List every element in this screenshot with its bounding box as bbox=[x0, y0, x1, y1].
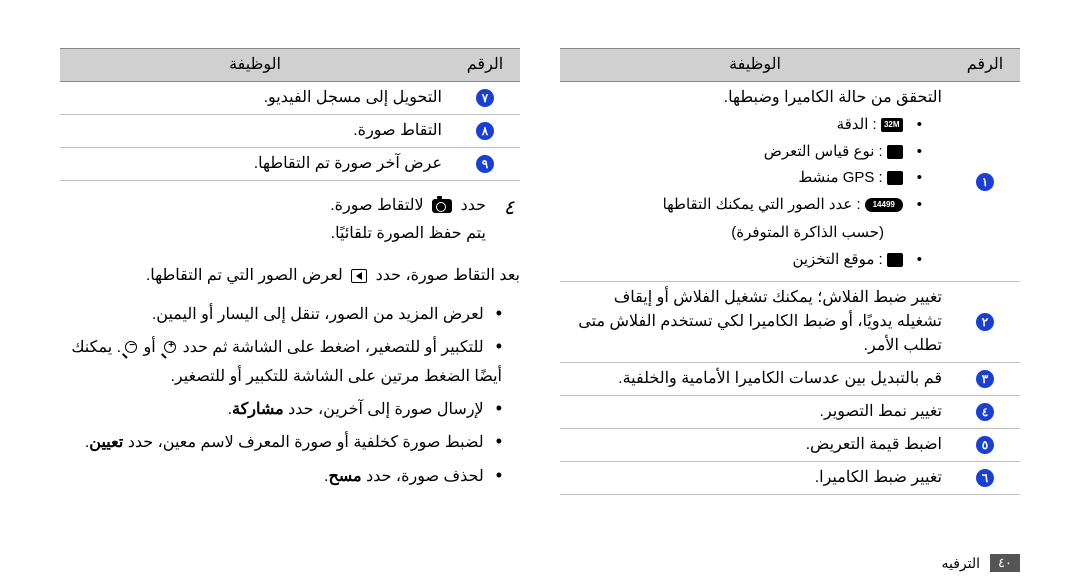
row-number-4: ٤ bbox=[976, 403, 994, 421]
table-row: ٧ التحويل إلى مسجل الفيديو. bbox=[60, 82, 520, 115]
table-row: ٤ تغيير نمط التصوير. bbox=[560, 396, 1020, 429]
section-name: الترفيه bbox=[942, 555, 981, 572]
after-photo-paragraph: بعد التقاط صورة، حدد لعرض الصور التي تم … bbox=[60, 262, 520, 291]
step-line2: يتم حفظ الصورة تلقائيًا. bbox=[60, 220, 520, 248]
zoom-out-icon: − bbox=[123, 341, 137, 355]
right-table: الرقم الوظيفة ١ التحقق من حالة الكاميرا … bbox=[560, 48, 1020, 495]
header-function-l: الوظيفة bbox=[60, 49, 450, 82]
row-number-7: ٧ bbox=[476, 89, 494, 107]
list-item: لحذف صورة، حدد مسح. bbox=[60, 459, 502, 493]
row-number-2: ٢ bbox=[976, 313, 994, 331]
page-footer: ٤٠ الترفيه bbox=[942, 554, 1021, 572]
table-row: ٩ عرض آخر صورة تم التقاطها. bbox=[60, 148, 520, 181]
step-number: ٤ bbox=[498, 195, 520, 220]
left-column: الرقم الوظيفة ٧ التحويل إلى مسجل الفيديو… bbox=[60, 48, 520, 586]
row-number-5: ٥ bbox=[976, 436, 994, 454]
list-item: للتكبير أو للتصغير، اضغط على الشاشة ثم ح… bbox=[60, 330, 502, 392]
row-number-3: ٣ bbox=[976, 370, 994, 388]
row-number-6: ٦ bbox=[976, 469, 994, 487]
table-row: ٥ اضبط قيمة التعريض. bbox=[560, 429, 1020, 462]
table-header-row: الرقم الوظيفة bbox=[560, 49, 1020, 82]
row1-extra: (حسب الذاكرة المتوفرة) bbox=[568, 222, 942, 245]
header-number-l: الرقم bbox=[450, 49, 520, 82]
table-row: ١ التحقق من حالة الكاميرا وضبطها. 32M: ا… bbox=[560, 82, 1020, 282]
table-row: ٢ تغيير ضبط الفلاش؛ يمكنك تشغيل الفلاش أ… bbox=[560, 282, 1020, 363]
row-number-1: ١ bbox=[976, 173, 994, 191]
list-item: لضبط صورة كخلفية أو صورة المعرف لاسم معي… bbox=[60, 425, 502, 459]
page-number: ٤٠ bbox=[990, 554, 1020, 572]
zoom-in-icon: + bbox=[162, 341, 176, 355]
instructions-list: لعرض المزيد من الصور، تنقل إلى اليسار أو… bbox=[60, 297, 520, 493]
header-number: الرقم bbox=[950, 49, 1020, 82]
page-content: الرقم الوظيفة ١ التحقق من حالة الكاميرا … bbox=[0, 0, 1080, 586]
metering-icon bbox=[887, 145, 903, 159]
list-item: لإرسال صورة إلى آخرين، حدد مشاركة. bbox=[60, 392, 502, 426]
row-number-9: ٩ bbox=[476, 155, 494, 173]
gps-icon bbox=[887, 171, 903, 185]
row-number-8: ٨ bbox=[476, 122, 494, 140]
right-column: الرقم الوظيفة ١ التحقق من حالة الكاميرا … bbox=[560, 48, 1020, 586]
shots-count-icon: 14499 bbox=[865, 198, 903, 212]
header-function: الوظيفة bbox=[560, 49, 950, 82]
row1-sublist2: : موقع التخزين bbox=[568, 247, 942, 278]
table-header-row: الرقم الوظيفة bbox=[60, 49, 520, 82]
step-4: ٤ حدد لالتقاط صورة. bbox=[60, 195, 520, 220]
gallery-icon bbox=[351, 269, 367, 283]
resolution-icon: 32M bbox=[881, 118, 903, 132]
row1-title: التحقق من حالة الكاميرا وضبطها. bbox=[568, 86, 942, 110]
storage-icon bbox=[887, 253, 903, 267]
table-row: ٨ التقاط صورة. bbox=[60, 115, 520, 148]
camera-icon bbox=[432, 199, 452, 213]
row1-sublist: 32M: الدقة : نوع قياس التعرض : GPS منشط … bbox=[568, 112, 942, 222]
table-row: ٦ تغيير ضبط الكاميرا. bbox=[560, 462, 1020, 495]
list-item: لعرض المزيد من الصور، تنقل إلى اليسار أو… bbox=[60, 297, 502, 331]
table-row: ٣ قم بالتبديل بين عدسات الكاميرا الأمامي… bbox=[560, 363, 1020, 396]
left-table: الرقم الوظيفة ٧ التحويل إلى مسجل الفيديو… bbox=[60, 48, 520, 181]
